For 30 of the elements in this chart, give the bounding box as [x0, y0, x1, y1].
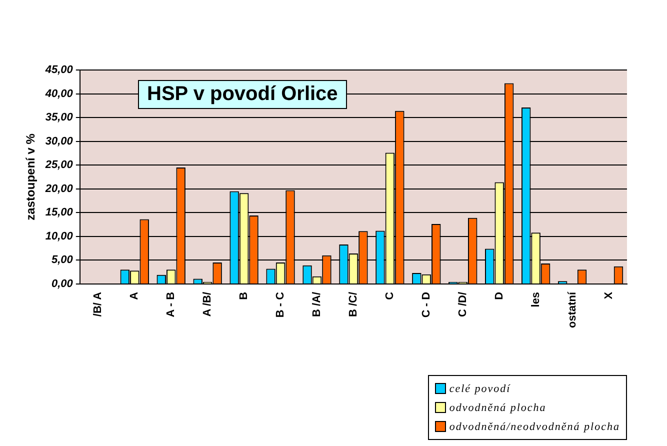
y-tick-label: 35,00 [45, 112, 74, 124]
x-tick-label: C /D/ [456, 292, 469, 318]
legend-label: odvodněná plocha [449, 402, 546, 414]
x-tick-label: les [530, 292, 542, 308]
legend-label: odvodněná/neodvodněná plocha [449, 420, 620, 432]
x-tick-label: B - C [274, 292, 287, 318]
x-tick-label: X [602, 291, 615, 300]
x-tick-label: ostatní [566, 291, 578, 328]
y-tick-label: 15,00 [45, 206, 74, 219]
y-tick-label: 10,00 [45, 230, 74, 242]
x-tick-label: A - B [165, 292, 178, 318]
y-tick-label: 0,00 [52, 278, 74, 290]
x-tick-label: C [384, 292, 396, 300]
y-axis-title: zastoupení v % [24, 133, 38, 220]
text: HSP v povodí Orlice [138, 80, 347, 109]
x-tick-label: D [493, 292, 506, 300]
y-tick-label: 45,00 [44, 64, 74, 76]
legend-label: celé povodí [449, 382, 511, 394]
x-tick-label: B /A/ [311, 292, 324, 318]
x-tick-label: B [238, 292, 250, 300]
y-tick-label: 5,00 [52, 254, 74, 266]
x-tick-label: C - D [420, 292, 432, 318]
y-tick-label: 20,00 [44, 182, 74, 195]
y-tick-label: 25,00 [44, 159, 74, 172]
y-tick-label: 30,00 [45, 135, 74, 148]
x-tick-label: A [128, 292, 141, 300]
y-tick-label: 40,00 [44, 88, 74, 100]
x-tick-label: A /B/ [202, 292, 214, 317]
x-tick-label: /B/ A [92, 292, 104, 317]
x-tick-label: B /C/ [347, 292, 360, 318]
